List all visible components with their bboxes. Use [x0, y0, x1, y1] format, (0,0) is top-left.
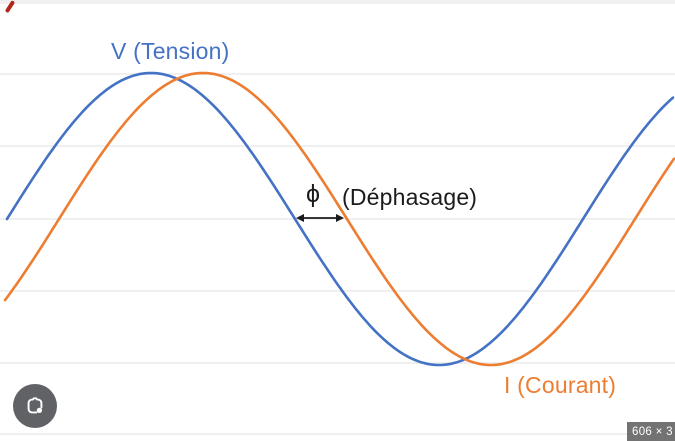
image-dimensions-badge: 606 × 3 [627, 422, 675, 441]
phi-symbol: ϕ [306, 180, 321, 208]
dephasage-label: (Déphasage) [342, 184, 478, 210]
google-lens-button[interactable] [13, 384, 57, 428]
tension-wave [5, 71, 675, 367]
v-tension-label: V (Tension) [111, 38, 230, 64]
phase-shift-arrow [296, 214, 344, 222]
google-lens-camera-icon [27, 397, 43, 414]
i-courant-label: I (Courant) [504, 372, 617, 398]
courant-wave [3, 71, 675, 367]
